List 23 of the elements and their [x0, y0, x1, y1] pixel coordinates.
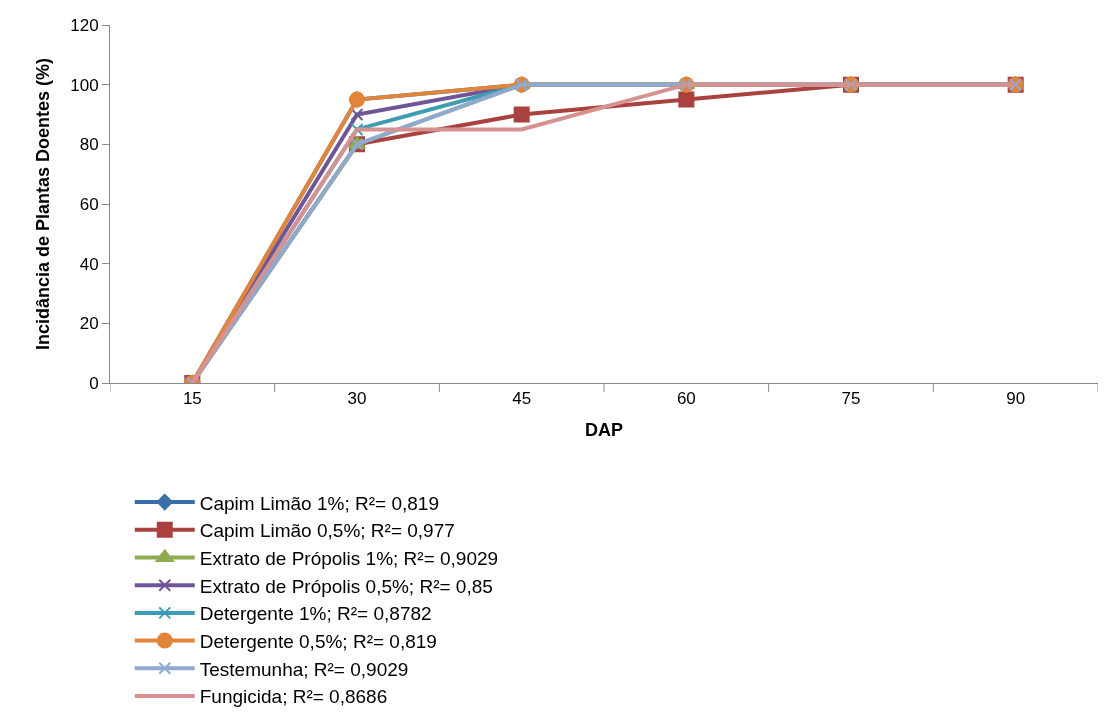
y-tick-label: 40 [79, 254, 99, 274]
legend-label: Detergente 0,5%; R²= 0,819 [199, 631, 437, 652]
y-tick-label: 80 [79, 135, 99, 155]
y-tick-label: 100 [70, 75, 99, 95]
x-tick-label: 45 [512, 389, 532, 409]
legend-label: Extrato de Própolis 0,5%; R²= 0,85 [199, 575, 493, 597]
legend-label: Detergente 1%; R²= 0,8782 [199, 603, 432, 625]
y-tick-label: 120 [70, 15, 99, 35]
y-tick-label: 20 [79, 314, 99, 334]
legend-label: Fungicida; R²= 0,8686 [199, 686, 388, 708]
x-tick-label: 75 [841, 389, 861, 409]
x-axis-title: DAP [584, 419, 624, 440]
y-axis-title: Incidância de Plantas Doentes (%) [33, 57, 54, 351]
y-tick-label: 0 [89, 373, 99, 393]
legend-label: Capim Limão 1%; R²= 0,819 [199, 492, 439, 514]
legend-label: Capim Limão 0,5%; R²= 0,977 [199, 520, 455, 542]
x-tick-label: 15 [182, 389, 202, 409]
x-tick-label: 30 [347, 389, 367, 409]
x-tick-label: 60 [676, 389, 696, 409]
y-tick-label: 60 [79, 194, 99, 214]
legend-label: Testemunha; R²= 0,9029 [199, 658, 409, 680]
legend-label: Extrato de Própolis 1%; R²= 0,9029 [199, 547, 499, 569]
x-tick-label: 90 [1006, 389, 1026, 409]
